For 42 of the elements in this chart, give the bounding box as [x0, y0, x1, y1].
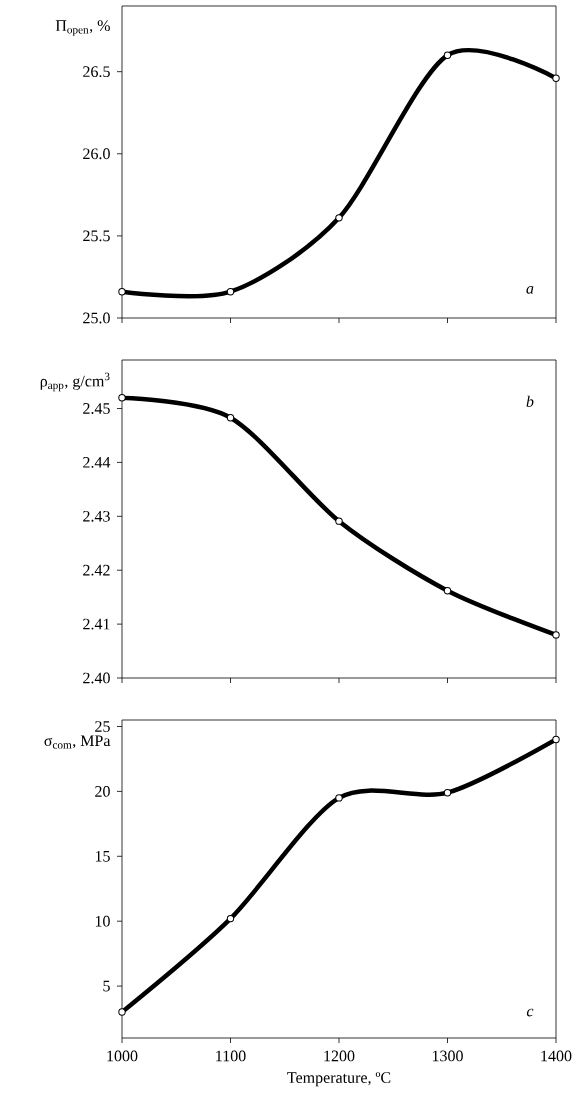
point [118, 1008, 126, 1016]
point [118, 288, 126, 296]
point [443, 788, 452, 797]
y-tick-label: 5 [103, 980, 110, 992]
y-tick-label: 26.5 [83, 66, 110, 78]
x-tick-label: 1400 [541, 1050, 572, 1062]
y-tick-label: 2.44 [83, 457, 111, 468]
x-tick-label: 1100 [216, 1050, 246, 1062]
y-tick-label: 2.45 [83, 403, 110, 414]
y-tick-label: 2.40 [83, 672, 110, 684]
point [552, 735, 560, 744]
point [118, 394, 126, 402]
point [335, 517, 343, 525]
y-tick-label: 25.5 [83, 230, 110, 242]
point [443, 586, 452, 595]
y-tick-label: 25.0 [83, 312, 110, 324]
point [552, 74, 560, 82]
x-tick-label: 1000 [107, 1050, 138, 1062]
y-tick-label: 15 [95, 850, 110, 862]
point [335, 214, 343, 222]
y-tick-label: 2.41 [83, 618, 110, 630]
point [226, 914, 235, 923]
point [226, 288, 235, 296]
x-axis-title: Temperature, ºC [287, 1072, 391, 1087]
point [226, 413, 235, 422]
y-tick-label: 25 [95, 721, 110, 732]
y-axis-title: Π$_{open}$, % [55, 20, 110, 36]
point [443, 51, 452, 59]
y-axis-title: ρ$_{app}$, g/cm$^{3}$ [40, 372, 110, 392]
y-tick-label: 10 [95, 915, 110, 927]
annotation: a [526, 286, 534, 294]
x-tick-label: 1300 [432, 1050, 463, 1062]
annotation: c [526, 1008, 534, 1017]
point [335, 794, 343, 802]
point [552, 631, 560, 639]
annotation: b [526, 395, 534, 407]
y-axis-title: σ$_{com}$, MPa [44, 735, 111, 749]
y-tick-label: 20 [95, 786, 110, 797]
y-tick-label: 2.42 [83, 564, 110, 576]
x-tick-label: 1200 [324, 1050, 355, 1062]
y-tick-label: 2.43 [83, 510, 110, 522]
y-tick-label: 26.0 [83, 148, 110, 160]
